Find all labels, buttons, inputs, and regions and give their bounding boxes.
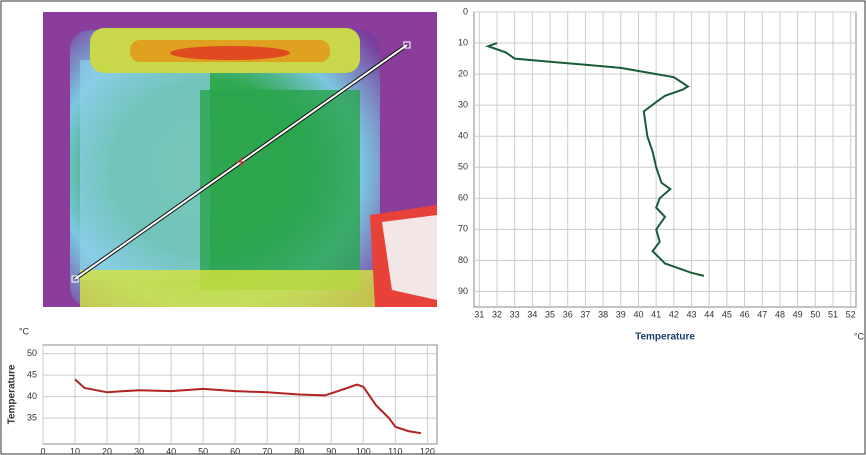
unit-label: °C	[854, 331, 865, 341]
x-tick-label: 34	[527, 309, 537, 319]
y-tick-label: 90	[458, 286, 468, 296]
y-tick-label: 30	[458, 100, 468, 110]
y-tick-label: 50	[458, 162, 468, 172]
x-tick-label: 33	[510, 309, 520, 319]
x-tick-label: 41	[651, 309, 661, 319]
x-tick-label: 31	[474, 309, 484, 319]
x-tick-label: 35	[545, 309, 555, 319]
x-tick-label: 10	[70, 446, 80, 455]
x-tick-label: 40	[166, 446, 176, 455]
x-tick-label: 43	[687, 309, 697, 319]
x-tick-label: 45	[722, 309, 732, 319]
x-tick-label: 80	[294, 446, 304, 455]
y-tick-label: 45	[27, 370, 37, 380]
x-tick-label: 30	[134, 446, 144, 455]
y-axis-label: Temperature	[7, 364, 18, 424]
screen: 31 32 33 34 35 36 37 38 39 40 41 42 43 44 45 46 47 48 49 50…	[0, 0, 866, 455]
x-tick-label: 60	[230, 446, 240, 455]
x-tick-label: 120	[420, 446, 435, 455]
x-tick-label: 39	[616, 309, 626, 319]
x-tick-label: 0	[40, 446, 45, 455]
y-tick-label: 40	[458, 131, 468, 141]
x-tick-label: 47	[757, 309, 767, 319]
y-tick-label: 10	[458, 37, 468, 47]
x-tick-label: 44	[704, 309, 714, 319]
x-tick-label: 38	[598, 309, 608, 319]
y-tick-label: 40	[27, 391, 37, 401]
x-tick-label: 100	[356, 446, 371, 455]
thermal-image	[43, 12, 437, 307]
x-tick-label: 48	[775, 309, 785, 319]
x-tick-label: 32	[492, 309, 502, 319]
x-tick-label: 110	[388, 446, 402, 455]
x-tick-label: 52	[846, 309, 856, 319]
unit-label: °C	[19, 326, 30, 336]
x-tick-label: 90	[326, 446, 336, 455]
x-tick-label: 46	[740, 309, 750, 319]
y-tick-label: 35	[27, 413, 37, 423]
x-tick-label: 36	[563, 309, 573, 319]
x-tick-label: 37	[580, 309, 590, 319]
plot-area	[43, 345, 437, 444]
y-tick-label: 60	[458, 193, 468, 203]
x-tick-label: 70	[262, 446, 272, 455]
x-tick-label: 51	[828, 309, 838, 319]
y-tick-label: 0	[463, 6, 468, 16]
y-tick-label: 20	[458, 68, 468, 78]
y-tick-label: 50	[27, 348, 37, 358]
x-axis-label: Temperature	[635, 332, 695, 343]
x-tick-label: 20	[102, 446, 112, 455]
y-tick-label: 80	[458, 255, 468, 265]
x-tick-label: 50	[198, 446, 208, 455]
x-tick-label: 40	[633, 309, 643, 319]
x-tick-label: 50	[810, 309, 820, 319]
y-tick-label: 70	[458, 224, 468, 234]
x-tick-label: 42	[669, 309, 679, 319]
x-tick-label: 49	[793, 309, 803, 319]
